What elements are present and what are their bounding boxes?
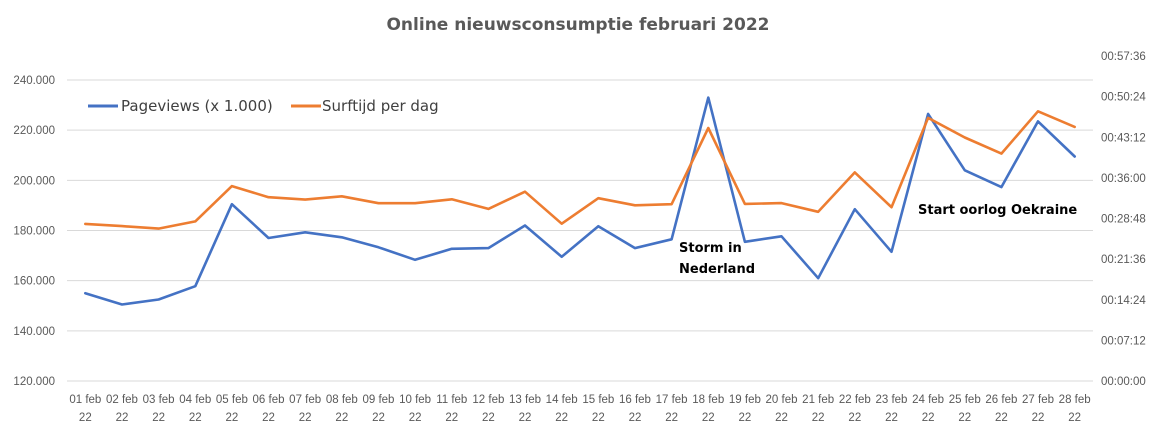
x-tick-label: 23 feb xyxy=(875,394,907,406)
x-tick-label: 03 feb xyxy=(143,394,175,406)
x-tick-label: 05 feb xyxy=(216,394,248,406)
x-tick-label-year: 22 xyxy=(592,412,605,424)
y-axis-left: 120.000 140.000 160.000 180.000 200.000 220.0… xyxy=(13,75,55,388)
x-tick-label: 28 feb xyxy=(1059,394,1091,406)
x-tick-label: 11 feb xyxy=(436,394,467,406)
x-tick-label-year: 22 xyxy=(1032,412,1045,424)
x-tick-label-year: 22 xyxy=(152,412,165,424)
x-tick-label-year: 22 xyxy=(922,412,935,424)
x-tick-label-year: 22 xyxy=(629,412,642,424)
x-tick-label-year: 22 xyxy=(1068,412,1081,424)
x-tick-label: 15 feb xyxy=(582,394,614,406)
annotations: Storm in Nederland Start oorlog Oekraine xyxy=(679,203,1077,277)
legend-label-pageviews: Pageviews (x 1.000) xyxy=(121,97,273,115)
y-left-tick-label: 200.000 xyxy=(13,175,55,187)
x-tick-label-year: 22 xyxy=(812,412,825,424)
legend-label-surftijd: Surftijd per dag xyxy=(322,97,439,115)
x-tick-label: 17 feb xyxy=(656,394,688,406)
x-tick-label: 22 feb xyxy=(839,394,871,406)
x-tick-label: 08 feb xyxy=(326,394,358,406)
annotation-storm-line-1: Storm in xyxy=(679,241,742,256)
x-tick-label: 24 feb xyxy=(912,394,944,406)
x-tick-label: 09 feb xyxy=(362,394,394,406)
x-tick-label-year: 22 xyxy=(189,412,202,424)
x-tick-label-year: 22 xyxy=(519,412,532,424)
y-left-tick-label: 140.000 xyxy=(13,326,55,338)
x-tick-label-year: 22 xyxy=(738,412,751,424)
x-tick-label-year: 22 xyxy=(262,412,275,424)
x-tick-label: 16 feb xyxy=(619,394,651,406)
x-tick-label-year: 22 xyxy=(116,412,129,424)
y-right-tick-label: 00:43:12 xyxy=(1101,132,1146,144)
x-tick-label: 06 feb xyxy=(253,394,285,406)
x-tick-label-year: 22 xyxy=(79,412,92,424)
x-tick-label: 01 feb xyxy=(69,394,101,406)
x-tick-label: 07 feb xyxy=(289,394,321,406)
y-left-tick-label: 180.000 xyxy=(13,226,55,238)
x-tick-label-year: 22 xyxy=(299,412,312,424)
legend: Pageviews (x 1.000) Surftijd per dag xyxy=(88,97,439,115)
y-left-tick-label: 220.000 xyxy=(13,125,55,137)
y-axis-right: 00:00:00 00:07:12 00:14:24 00:21:36 00:28:48… xyxy=(1101,51,1146,388)
series-line-0 xyxy=(84,96,1076,306)
chart-title: Online nieuwsconsumptie februari 2022 xyxy=(386,15,769,35)
x-tick-label-year: 22 xyxy=(409,412,422,424)
x-tick-label: 26 feb xyxy=(985,394,1017,406)
x-tick-label-year: 22 xyxy=(665,412,678,424)
x-tick-label: 19 feb xyxy=(729,394,761,406)
x-tick-label-year: 22 xyxy=(555,412,568,424)
x-tick-label: 20 feb xyxy=(766,394,798,406)
x-tick-label: 12 feb xyxy=(472,394,504,406)
y-right-tick-label: 00:57:36 xyxy=(1101,51,1146,63)
x-axis: 01 feb 22 02 feb 22 03 feb 22 04 feb 22 05 feb 22… xyxy=(69,394,1090,424)
y-right-tick-label: 00:50:24 xyxy=(1101,92,1146,104)
x-tick-label: 27 feb xyxy=(1022,394,1054,406)
series-lines xyxy=(84,96,1076,306)
y-right-tick-label: 00:28:48 xyxy=(1101,214,1146,226)
x-tick-label: 25 feb xyxy=(949,394,981,406)
x-tick-label: 10 feb xyxy=(399,394,431,406)
gridlines xyxy=(67,79,1093,382)
y-left-tick-label: 160.000 xyxy=(13,276,55,288)
y-left-tick-label: 240.000 xyxy=(13,75,55,87)
x-tick-label-year: 22 xyxy=(848,412,861,424)
x-tick-label-year: 22 xyxy=(225,412,238,424)
annotation-oorlog: Start oorlog Oekraine xyxy=(918,203,1077,218)
y-left-tick-label: 120.000 xyxy=(13,376,55,388)
x-tick-label-year: 22 xyxy=(958,412,971,424)
series-line-1 xyxy=(84,110,1076,230)
x-tick-label-year: 22 xyxy=(445,412,458,424)
x-tick-label: 18 feb xyxy=(692,394,724,406)
x-tick-label-year: 22 xyxy=(995,412,1008,424)
y-right-tick-label: 00:07:12 xyxy=(1101,335,1146,347)
x-tick-label-year: 22 xyxy=(885,412,898,424)
x-tick-label-year: 22 xyxy=(482,412,495,424)
y-right-tick-label: 00:00:00 xyxy=(1101,376,1146,388)
y-right-tick-label: 00:36:00 xyxy=(1101,173,1146,185)
x-tick-label: 13 feb xyxy=(509,394,541,406)
x-tick-label: 14 feb xyxy=(546,394,578,406)
x-tick-label-year: 22 xyxy=(775,412,788,424)
x-tick-label: 04 feb xyxy=(179,394,211,406)
x-tick-label-year: 22 xyxy=(372,412,385,424)
annotation-storm-line-2: Nederland xyxy=(679,262,755,277)
x-tick-label-year: 22 xyxy=(335,412,348,424)
x-tick-label-year: 22 xyxy=(702,412,715,424)
x-tick-label: 21 feb xyxy=(802,394,834,406)
y-right-tick-label: 00:14:24 xyxy=(1101,295,1146,307)
x-tick-label: 02 feb xyxy=(106,394,138,406)
y-right-tick-label: 00:21:36 xyxy=(1101,254,1146,266)
